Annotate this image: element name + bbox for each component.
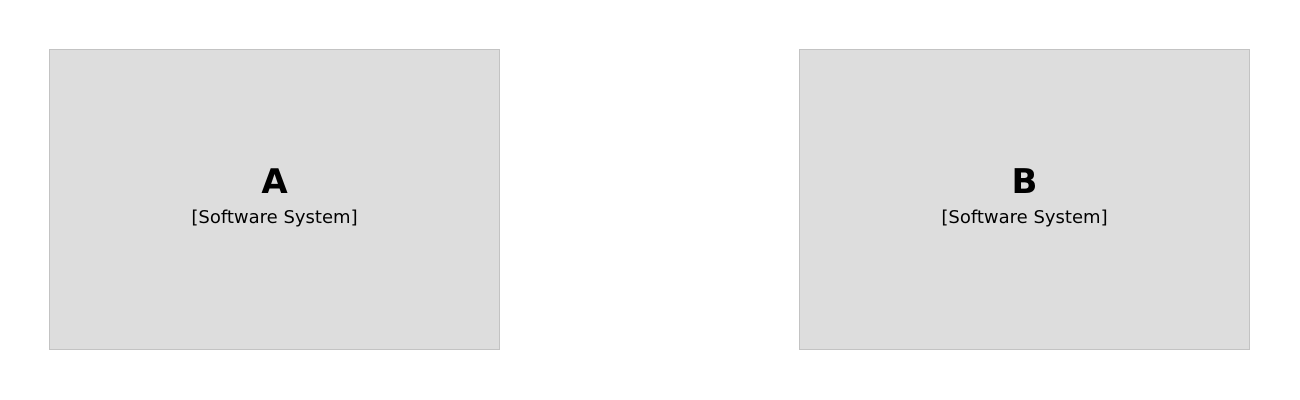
element-type: [Software System] [191, 207, 358, 228]
element-type: [Software System] [941, 207, 1108, 228]
element-title: A [261, 162, 288, 202]
software-system-b-box[interactable]: B [Software System] [799, 49, 1250, 350]
software-system-a-box[interactable]: A [Software System] [49, 49, 500, 350]
element-title: B [1011, 162, 1038, 202]
